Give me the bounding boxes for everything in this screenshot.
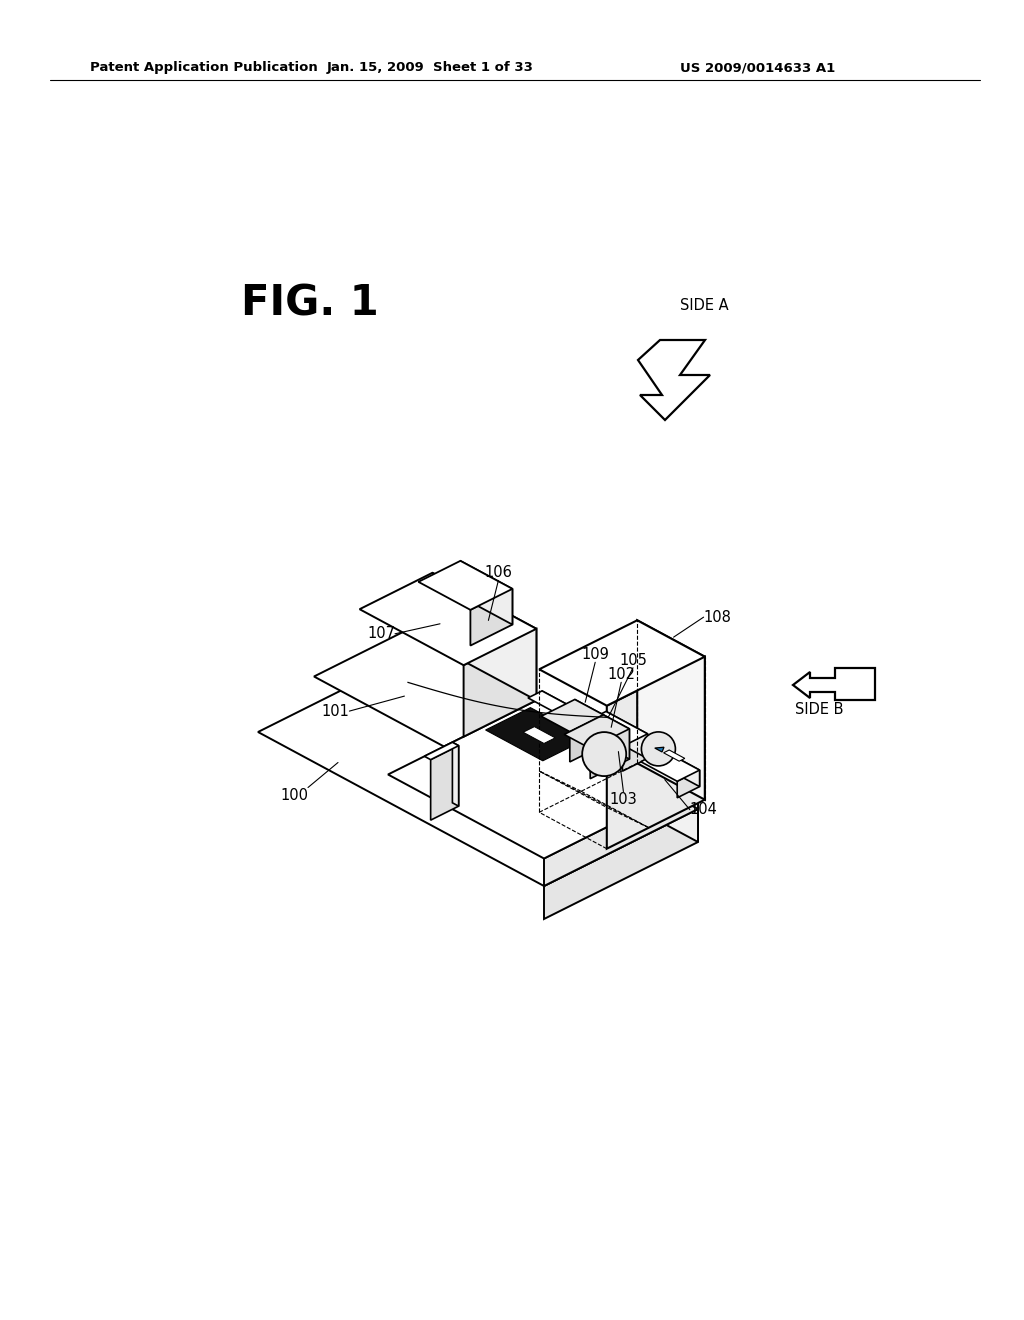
Text: US 2009/0014633 A1: US 2009/0014633 A1	[680, 62, 836, 74]
Polygon shape	[569, 715, 603, 762]
Text: 101: 101	[322, 704, 349, 718]
Text: SIDE A: SIDE A	[680, 297, 729, 313]
Polygon shape	[574, 700, 603, 744]
Polygon shape	[470, 589, 512, 645]
Polygon shape	[581, 711, 647, 746]
Text: 105: 105	[620, 653, 647, 668]
Polygon shape	[638, 341, 710, 420]
Polygon shape	[412, 627, 542, 725]
Polygon shape	[258, 655, 698, 886]
Polygon shape	[314, 627, 542, 747]
Polygon shape	[637, 620, 705, 800]
Polygon shape	[412, 655, 698, 842]
Text: 108: 108	[703, 610, 731, 624]
Text: 100: 100	[280, 788, 308, 803]
Text: 102: 102	[607, 668, 635, 682]
Text: 109: 109	[582, 647, 609, 663]
Polygon shape	[388, 697, 698, 858]
Polygon shape	[444, 697, 542, 774]
Polygon shape	[464, 628, 537, 737]
Polygon shape	[431, 746, 459, 820]
Text: 106: 106	[484, 565, 512, 581]
Polygon shape	[542, 700, 603, 731]
Polygon shape	[461, 561, 512, 624]
Text: 104: 104	[690, 803, 718, 817]
Polygon shape	[641, 751, 699, 781]
Polygon shape	[564, 715, 630, 748]
Polygon shape	[637, 750, 651, 763]
Polygon shape	[664, 751, 699, 787]
Polygon shape	[607, 657, 705, 849]
Polygon shape	[485, 708, 588, 760]
Text: Jan. 15, 2009  Sheet 1 of 33: Jan. 15, 2009 Sheet 1 of 33	[327, 62, 534, 74]
Text: Patent Application Publication: Patent Application Publication	[90, 62, 317, 74]
Polygon shape	[542, 697, 698, 809]
Polygon shape	[359, 573, 537, 665]
Text: SIDE B: SIDE B	[795, 702, 844, 718]
Polygon shape	[419, 561, 512, 610]
Polygon shape	[540, 620, 705, 706]
Text: FIG. 1: FIG. 1	[241, 282, 379, 323]
Polygon shape	[793, 668, 874, 700]
Polygon shape	[677, 770, 699, 797]
Polygon shape	[424, 742, 459, 759]
Polygon shape	[590, 729, 630, 779]
Polygon shape	[664, 750, 685, 762]
Polygon shape	[542, 690, 651, 756]
Polygon shape	[544, 809, 698, 919]
Circle shape	[641, 731, 676, 766]
Polygon shape	[544, 781, 698, 886]
Polygon shape	[432, 573, 537, 701]
Circle shape	[583, 733, 627, 776]
Polygon shape	[523, 726, 555, 743]
Polygon shape	[623, 734, 647, 771]
Text: 107: 107	[367, 626, 395, 642]
Text: 103: 103	[609, 792, 637, 807]
Polygon shape	[606, 711, 647, 759]
Polygon shape	[654, 747, 664, 752]
Polygon shape	[453, 742, 459, 807]
Polygon shape	[528, 690, 651, 756]
Polygon shape	[603, 715, 630, 759]
